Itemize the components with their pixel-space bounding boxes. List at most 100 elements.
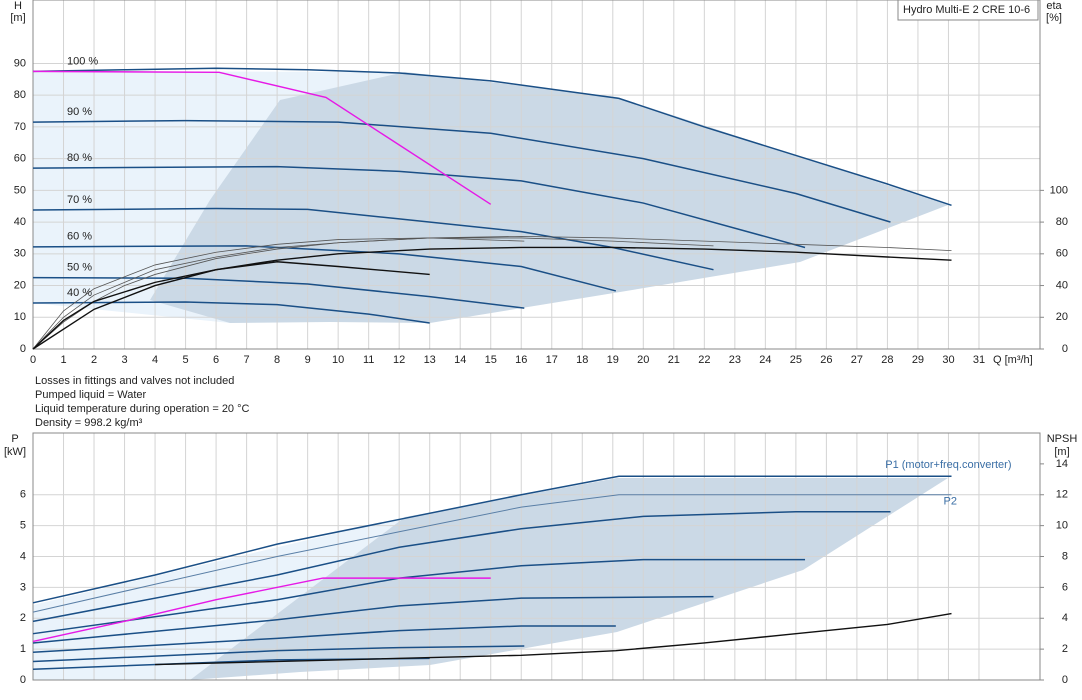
x-tick-label: 3 [121, 354, 127, 366]
title-frame [897, 0, 1039, 21]
note: Losses in fittings and valves not includ… [35, 375, 234, 387]
curve [32, 301, 430, 324]
y-tick-label: 20 [14, 279, 26, 291]
chart-title: Hydro Multi-E 2 CRE 10-6 [903, 4, 1030, 16]
x-tick-label: 8 [274, 354, 280, 366]
y-tick-label: 80 [14, 89, 26, 101]
y-tick-label: 50 [14, 184, 26, 196]
curve-label: 100 % [67, 55, 98, 67]
x-tick-label: 25 [790, 354, 802, 366]
curve [32, 119, 891, 223]
x-tick-label: 9 [305, 354, 311, 366]
x-tick-label: 22 [698, 354, 710, 366]
y2-tick-label: 8 [1062, 550, 1068, 562]
curve-label: P2 [944, 496, 957, 508]
curve-label: 90 % [67, 106, 92, 118]
x-tick-label: 7 [244, 354, 250, 366]
y2-axis-label: [%] [1046, 12, 1062, 24]
curve-label: 80 % [67, 152, 92, 164]
y-tick-label: 0 [20, 343, 26, 355]
y-tick-label: 6 [20, 489, 26, 501]
x-tick-label: 10 [332, 354, 344, 366]
x-tick-label: 11 [363, 354, 374, 366]
y2-tick-label: 0 [1062, 343, 1068, 355]
y-tick-label: 30 [14, 248, 26, 260]
x-tick-label: 26 [820, 354, 832, 366]
x-tick-label: 31 [973, 354, 985, 366]
curve [32, 70, 492, 205]
x-tick-label: 29 [912, 354, 924, 366]
y-tick-label: 1 [20, 643, 26, 655]
curve [32, 577, 491, 643]
plot-frame [32, 0, 1041, 350]
curve-label: 40 % [67, 287, 92, 299]
curve [32, 475, 952, 604]
y2-tick-label: 2 [1062, 643, 1068, 655]
plot-frame [32, 432, 1041, 681]
y2-tick-label: 4 [1062, 612, 1068, 624]
range-shade [150, 72, 948, 323]
x-tick-label: 18 [576, 354, 588, 366]
y2-tick-label: 20 [1056, 311, 1068, 323]
curve [32, 237, 714, 350]
curve [32, 165, 806, 249]
x-tick-label: 16 [515, 354, 527, 366]
y2-tick-label: 6 [1062, 581, 1068, 593]
note: Density = 998.2 kg/m³ [35, 417, 143, 429]
curve [155, 612, 952, 666]
curve [32, 237, 525, 350]
y2-axis-label: eta [1046, 0, 1062, 12]
x-tick-label: 23 [729, 354, 741, 366]
x-tick-label: 2 [91, 354, 97, 366]
range-shade [190, 478, 948, 680]
y2-tick-label: 12 [1056, 489, 1068, 501]
curve [32, 595, 714, 644]
y2-axis-label: NPSH [1047, 433, 1078, 445]
x-tick-label: 13 [424, 354, 436, 366]
x-tick-label: 24 [759, 354, 771, 366]
y-axis-label: P [11, 433, 18, 445]
curve [32, 245, 617, 292]
note: Pumped liquid = Water [35, 389, 147, 401]
x-tick-label: 17 [546, 354, 558, 366]
curve [32, 645, 525, 663]
y-axis-label: [m] [10, 12, 25, 24]
y2-tick-label: 0 [1062, 674, 1068, 686]
y-tick-label: 5 [20, 520, 26, 532]
y2-tick-label: 14 [1056, 458, 1068, 470]
curve-label: 50 % [67, 262, 92, 274]
x-tick-label: 14 [454, 354, 466, 366]
x-tick-label: 0 [30, 354, 36, 366]
curve-label: P1 (motor+freq.converter) [885, 459, 1011, 471]
x-tick-label: 12 [393, 354, 405, 366]
y-tick-label: 10 [14, 311, 26, 323]
x-tick-label: 15 [485, 354, 497, 366]
x-tick-label: 27 [851, 354, 863, 366]
y-tick-label: 70 [14, 121, 26, 133]
curve [32, 510, 891, 623]
x-axis-label: Q [m³/h] [993, 354, 1033, 366]
y2-tick-label: 80 [1056, 216, 1068, 228]
x-tick-label: 6 [213, 354, 219, 366]
x-tick-label: 28 [881, 354, 893, 366]
curve [32, 246, 952, 350]
y-tick-label: 0 [20, 674, 26, 686]
curve [32, 261, 430, 350]
note: Liquid temperature during operation = 20… [35, 403, 250, 415]
y2-tick-label: 60 [1056, 248, 1068, 260]
y-axis-label: [kW] [4, 446, 26, 458]
y-tick-label: 60 [14, 153, 26, 165]
y-tick-label: 40 [14, 216, 26, 228]
x-tick-label: 5 [183, 354, 189, 366]
y2-axis-label: [m] [1054, 446, 1069, 458]
curve [32, 625, 616, 653]
y2-tick-label: 10 [1056, 520, 1068, 532]
y2-tick-label: 100 [1050, 184, 1068, 196]
curve [32, 494, 952, 613]
y2-tick-label: 40 [1056, 279, 1068, 291]
curve [32, 558, 806, 635]
x-tick-label: 20 [637, 354, 649, 366]
y-axis-label: H [14, 0, 22, 12]
curve-label: 70 % [67, 194, 92, 206]
